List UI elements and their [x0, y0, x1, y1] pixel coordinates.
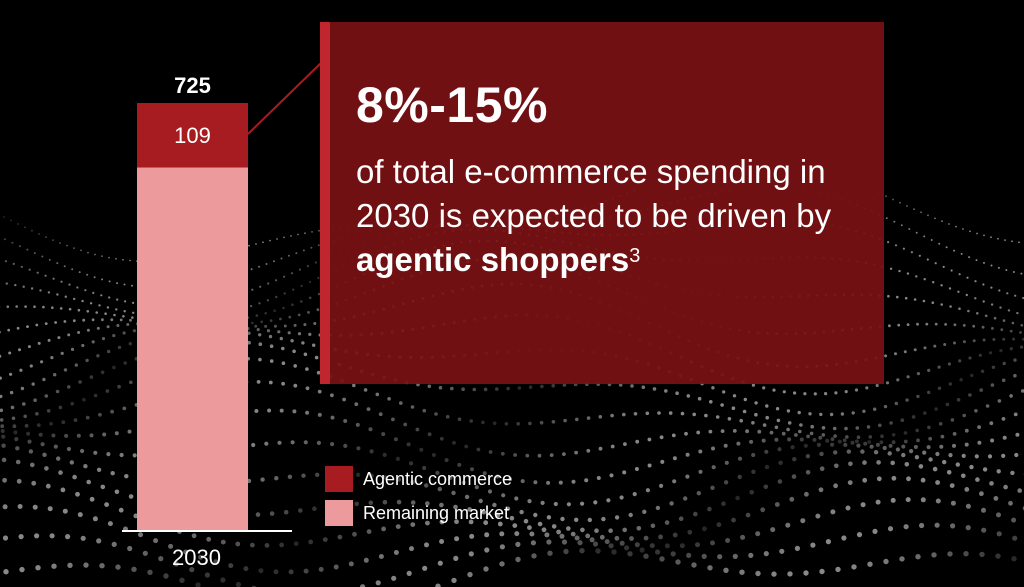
legend-item-agentic-commerce: Agentic commerce [325, 462, 512, 496]
data-label-total: 725 [174, 73, 211, 98]
legend-label-agentic: Agentic commerce [363, 468, 513, 489]
bar-segment-agentic-commerce [137, 103, 248, 168]
legend-label-remaining: Remaining market [363, 502, 510, 523]
footnote-marker: 3 [629, 245, 641, 267]
legend-swatch-remaining [325, 500, 353, 526]
legend-item-remaining-market: Remaining market [325, 496, 512, 530]
callout-text-main: of total e-commerce spending in 2030 is … [356, 153, 832, 234]
data-label-agentic-commerce: 109 [174, 123, 211, 148]
callout-percentage: 8%-15% [356, 77, 548, 133]
legend-swatch-agentic [325, 466, 353, 492]
x-tick-label-2030: 2030 [172, 545, 221, 570]
callout-text-bold: agentic shoppers [356, 241, 630, 278]
callout-statement: of total e-commerce spending in 2030 is … [356, 150, 876, 282]
callout-connector-line [247, 61, 323, 135]
callout-box: 8%-15% of total e-commerce spending in 2… [320, 22, 884, 384]
bar-segment-remaining-market [137, 167, 248, 531]
legend: Agentic commerce Remaining market [325, 462, 512, 530]
